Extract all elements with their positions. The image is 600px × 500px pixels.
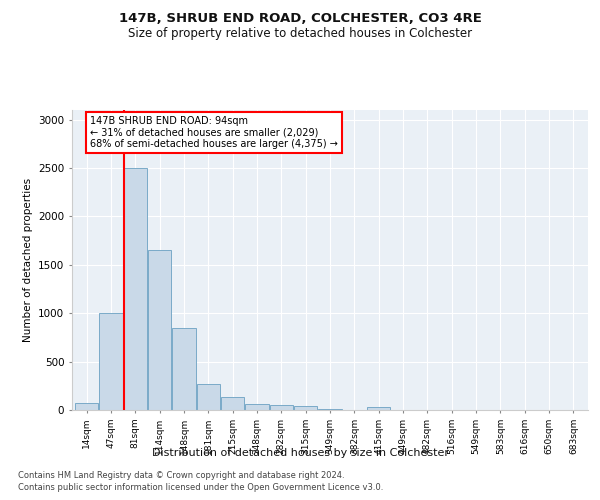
- Bar: [221, 398, 244, 410]
- Text: Contains HM Land Registry data © Crown copyright and database right 2024.: Contains HM Land Registry data © Crown c…: [18, 471, 344, 480]
- Text: Contains public sector information licensed under the Open Government Licence v3: Contains public sector information licen…: [18, 484, 383, 492]
- Text: 147B, SHRUB END ROAD, COLCHESTER, CO3 4RE: 147B, SHRUB END ROAD, COLCHESTER, CO3 4R…: [119, 12, 481, 26]
- Bar: [172, 328, 196, 410]
- Bar: [100, 313, 122, 410]
- Bar: [319, 409, 341, 410]
- Bar: [75, 402, 98, 410]
- Text: Size of property relative to detached houses in Colchester: Size of property relative to detached ho…: [128, 28, 472, 40]
- Bar: [294, 406, 317, 410]
- Bar: [148, 250, 171, 410]
- Y-axis label: Number of detached properties: Number of detached properties: [23, 178, 32, 342]
- Text: Distribution of detached houses by size in Colchester: Distribution of detached houses by size …: [151, 448, 449, 458]
- Bar: [367, 407, 390, 410]
- Bar: [270, 405, 293, 410]
- Text: 147B SHRUB END ROAD: 94sqm
← 31% of detached houses are smaller (2,029)
68% of s: 147B SHRUB END ROAD: 94sqm ← 31% of deta…: [90, 116, 338, 149]
- Bar: [197, 384, 220, 410]
- Bar: [124, 168, 147, 410]
- Bar: [245, 404, 269, 410]
